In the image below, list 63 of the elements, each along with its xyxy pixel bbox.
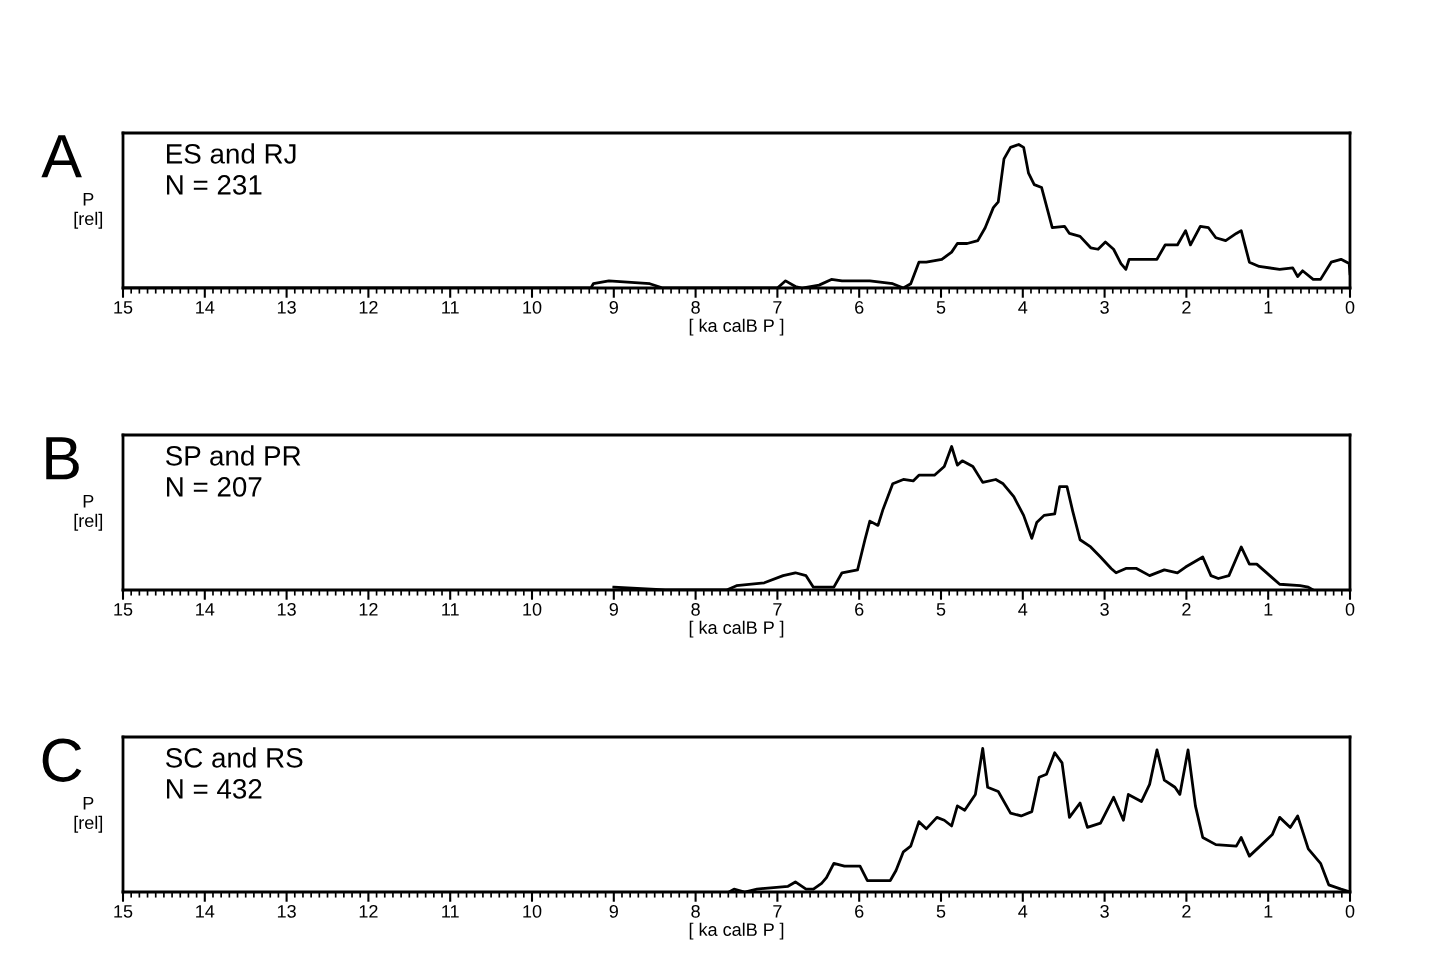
x-tick-label: 9 — [609, 300, 618, 314]
y-axis-title: P [rel] — [74, 797, 103, 833]
x-tick-label: 5 — [936, 301, 946, 314]
x-tick-label: 1 — [1264, 905, 1273, 918]
x-tick-label: 15 — [114, 905, 133, 918]
x-axis-title: [ ka calB P ] — [689, 620, 784, 638]
x-tick-label: 1 — [1264, 301, 1273, 314]
x-tick-label: 11 — [442, 301, 459, 314]
x-tick-label: 5 — [936, 603, 946, 616]
x-tick-label: 9 — [609, 602, 618, 616]
x-tick-label: 0 — [1345, 300, 1355, 314]
annotation: N = 207 — [167, 477, 262, 497]
x-tick-label: 7 — [773, 603, 782, 616]
x-tick-label: 4 — [1018, 905, 1028, 918]
x-tick-label: 4 — [1018, 603, 1028, 616]
x-axis-title: [ ka calB P ] — [689, 922, 784, 940]
x-tick-label: 2 — [1182, 300, 1191, 314]
x-tick-label: 10 — [523, 300, 542, 314]
annotation: SC and RS — [165, 747, 303, 768]
x-tick-label: 13 — [277, 300, 296, 314]
x-tick-label: 1 — [1264, 603, 1273, 616]
x-tick-label: 15 — [114, 603, 133, 616]
x-tick-label: 8 — [691, 904, 700, 918]
chart-title: A — [41, 135, 82, 178]
x-tick-label: 4 — [1018, 301, 1028, 314]
annotation: ES and RJ — [167, 143, 296, 164]
x-tick-label: 11 — [442, 905, 459, 918]
x-tick-label: 8 — [691, 300, 700, 314]
annotation: N = 432 — [167, 779, 262, 799]
x-tick-label: 13 — [277, 904, 296, 918]
x-tick-label: 6 — [855, 904, 864, 918]
chart-title: B — [46, 437, 79, 480]
x-tick-label: 11 — [442, 603, 459, 616]
x-tick-label: 8 — [691, 602, 700, 616]
x-tick-label: 3 — [1100, 300, 1109, 314]
y-axis-title: P [rel] — [74, 193, 103, 229]
x-tick-label: 14 — [196, 301, 215, 314]
x-tick-label: 14 — [196, 905, 215, 918]
x-tick-label: 6 — [855, 300, 864, 314]
x-tick-label: 9 — [609, 904, 618, 918]
x-tick-label: 7 — [773, 301, 782, 314]
x-tick-label: 10 — [523, 602, 542, 616]
x-tick-label: 12 — [359, 904, 378, 918]
x-axis-title: [ ka calB P ] — [689, 318, 784, 336]
x-tick-label: 0 — [1345, 904, 1355, 918]
x-tick-label: 5 — [936, 905, 946, 918]
x-tick-label: 3 — [1100, 904, 1109, 918]
annotation: SP and PR — [165, 445, 301, 466]
chart-title: C — [42, 738, 82, 782]
x-tick-label: 2 — [1182, 602, 1191, 616]
x-tick-label: 7 — [773, 905, 782, 918]
x-tick-label: 15 — [114, 301, 133, 314]
x-tick-label: 0 — [1345, 602, 1355, 616]
annotation: N = 231 — [167, 175, 262, 195]
x-tick-label: 14 — [196, 603, 215, 616]
x-tick-label: 13 — [277, 602, 296, 616]
x-tick-label: 10 — [523, 904, 542, 918]
x-tick-label: 6 — [855, 602, 864, 616]
x-tick-label: 3 — [1100, 602, 1109, 616]
x-tick-label: 2 — [1182, 904, 1191, 918]
y-axis-title: P [rel] — [74, 495, 103, 531]
x-tick-label: 12 — [359, 602, 378, 616]
x-tick-label: 12 — [359, 300, 378, 314]
